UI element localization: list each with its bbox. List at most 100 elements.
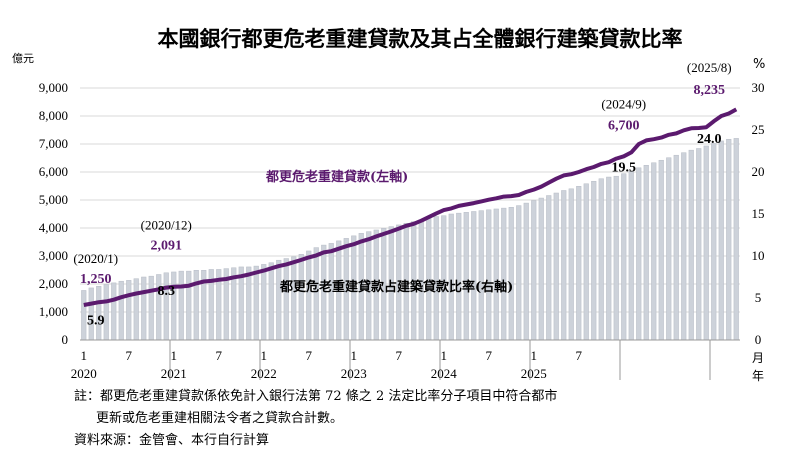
chart-title: 本國銀行都更危老重建貸款及其占全體銀行建築貸款比率 — [158, 26, 683, 51]
bar — [141, 276, 147, 341]
x-tick-month: 1 — [351, 348, 358, 363]
bar — [591, 180, 597, 341]
bar — [276, 259, 282, 341]
x-tick-year: 2023 — [341, 366, 367, 381]
right-tick-label: 15 — [752, 206, 765, 221]
bar — [283, 258, 289, 341]
x-axis-unit-month: 月 — [752, 351, 764, 365]
source-line: 資料來源：金管會、本行自行計算 — [74, 433, 270, 448]
note-line-1: 註：都更危老重建貸款係依免計入銀行法第 72 條之 2 法定比率分子項目中符合都… — [74, 389, 558, 404]
left-tick-label: 1,000 — [39, 304, 68, 319]
bar — [471, 211, 477, 341]
annotation-line-value: 8,235 — [694, 83, 726, 98]
bar — [696, 148, 702, 341]
annotation-line-value: 2,091 — [151, 239, 183, 254]
x-tick-month: 1 — [81, 348, 88, 363]
bar — [523, 202, 529, 341]
bar — [253, 265, 259, 341]
bar — [651, 162, 657, 341]
bar — [478, 210, 484, 341]
left-tick-label: 2,000 — [39, 276, 68, 291]
x-tick-year: 2021 — [161, 366, 187, 381]
bar — [613, 175, 619, 341]
right-tick-label: 20 — [752, 164, 765, 179]
left-axis-ticks: 0 1,000 2,000 3,000 4,000 5,000 6,000 7,000 8,00… — [39, 80, 68, 347]
bar — [291, 256, 297, 341]
bar — [666, 157, 672, 341]
x-axis-unit-year: 年 — [752, 369, 764, 383]
annotation-bar-value: 24.0 — [697, 132, 722, 147]
right-tick-label: 25 — [752, 122, 765, 137]
line-series-label: 都更危老重建貸款(左軸) — [265, 169, 408, 185]
bar — [636, 167, 642, 341]
bar — [261, 264, 267, 341]
bar — [598, 178, 604, 341]
bar — [508, 207, 514, 341]
bar — [103, 284, 109, 341]
bar — [118, 280, 124, 341]
annotation-bar-value: 5.9 — [87, 313, 105, 328]
x-tick-year: 2024 — [431, 366, 458, 381]
bar — [246, 266, 252, 341]
x-tick-month: 1 — [441, 348, 448, 363]
bar — [621, 173, 627, 341]
left-tick-label: 7,000 — [39, 136, 68, 151]
annotation-line-value: 1,250 — [80, 272, 112, 287]
bar — [441, 215, 447, 341]
annotations: (2020/1) 1,250 5.9 (2020/12) 2,091 8.3 (2024/9… — [73, 60, 731, 328]
right-tick-label: 10 — [752, 248, 765, 263]
x-tick-month: 1 — [531, 348, 538, 363]
x-tick-year: 2022 — [251, 366, 277, 381]
annotation-date: (2020/1) — [73, 251, 118, 266]
bar — [583, 183, 589, 341]
bar — [193, 270, 199, 341]
right-axis-ticks: 0 5 10 15 20 25 30 — [752, 80, 765, 347]
left-tick-label: 4,000 — [39, 220, 68, 235]
x-tick-year: 2020 — [71, 366, 97, 381]
bar — [531, 200, 537, 341]
bar — [486, 209, 492, 341]
line-series-loans — [83, 107, 738, 307]
right-tick-label: 30 — [752, 80, 765, 95]
bar — [703, 145, 709, 341]
x-tick-month: 7 — [576, 348, 583, 363]
bar — [126, 280, 132, 341]
bar — [268, 262, 274, 341]
right-tick-label: 0 — [755, 332, 762, 347]
bar — [606, 176, 612, 341]
bar — [546, 195, 552, 341]
annotation-line-value: 6,700 — [608, 118, 640, 133]
bar — [561, 190, 567, 341]
note-line-2: 更新或危老重建相關法令者之貸款合計數。 — [96, 411, 344, 426]
left-tick-label: 6,000 — [39, 164, 68, 179]
left-tick-label: 3,000 — [39, 248, 68, 263]
bar — [718, 140, 724, 341]
bar — [628, 170, 634, 341]
bar — [456, 212, 462, 341]
bar — [576, 186, 582, 341]
bar — [178, 270, 184, 341]
left-axis-unit: 億元 — [12, 52, 34, 65]
bar — [448, 213, 454, 341]
x-tick-month: 7 — [216, 348, 223, 363]
x-axis: 1 7 1 7 1 7 1 7 1 7 1 7 2020 2021 2022 2023 2024 2025 — [71, 339, 740, 381]
bar — [568, 188, 574, 341]
left-tick-label: 8,000 — [39, 108, 68, 123]
left-tick-label: 0 — [62, 332, 69, 347]
bar — [463, 212, 469, 341]
x-tick-month: 7 — [486, 348, 493, 363]
annotation-date: (2024/9) — [601, 96, 646, 111]
right-axis-unit: % — [753, 57, 765, 72]
bar — [711, 143, 717, 341]
bar — [643, 165, 649, 341]
bar — [681, 152, 687, 341]
bar — [733, 138, 739, 341]
x-tick-month: 1 — [171, 348, 178, 363]
x-tick-month: 1 — [261, 348, 268, 363]
bar — [658, 159, 664, 341]
bar — [688, 149, 694, 341]
x-tick-month: 7 — [396, 348, 403, 363]
bar — [133, 278, 139, 341]
x-tick-month: 7 — [306, 348, 313, 363]
